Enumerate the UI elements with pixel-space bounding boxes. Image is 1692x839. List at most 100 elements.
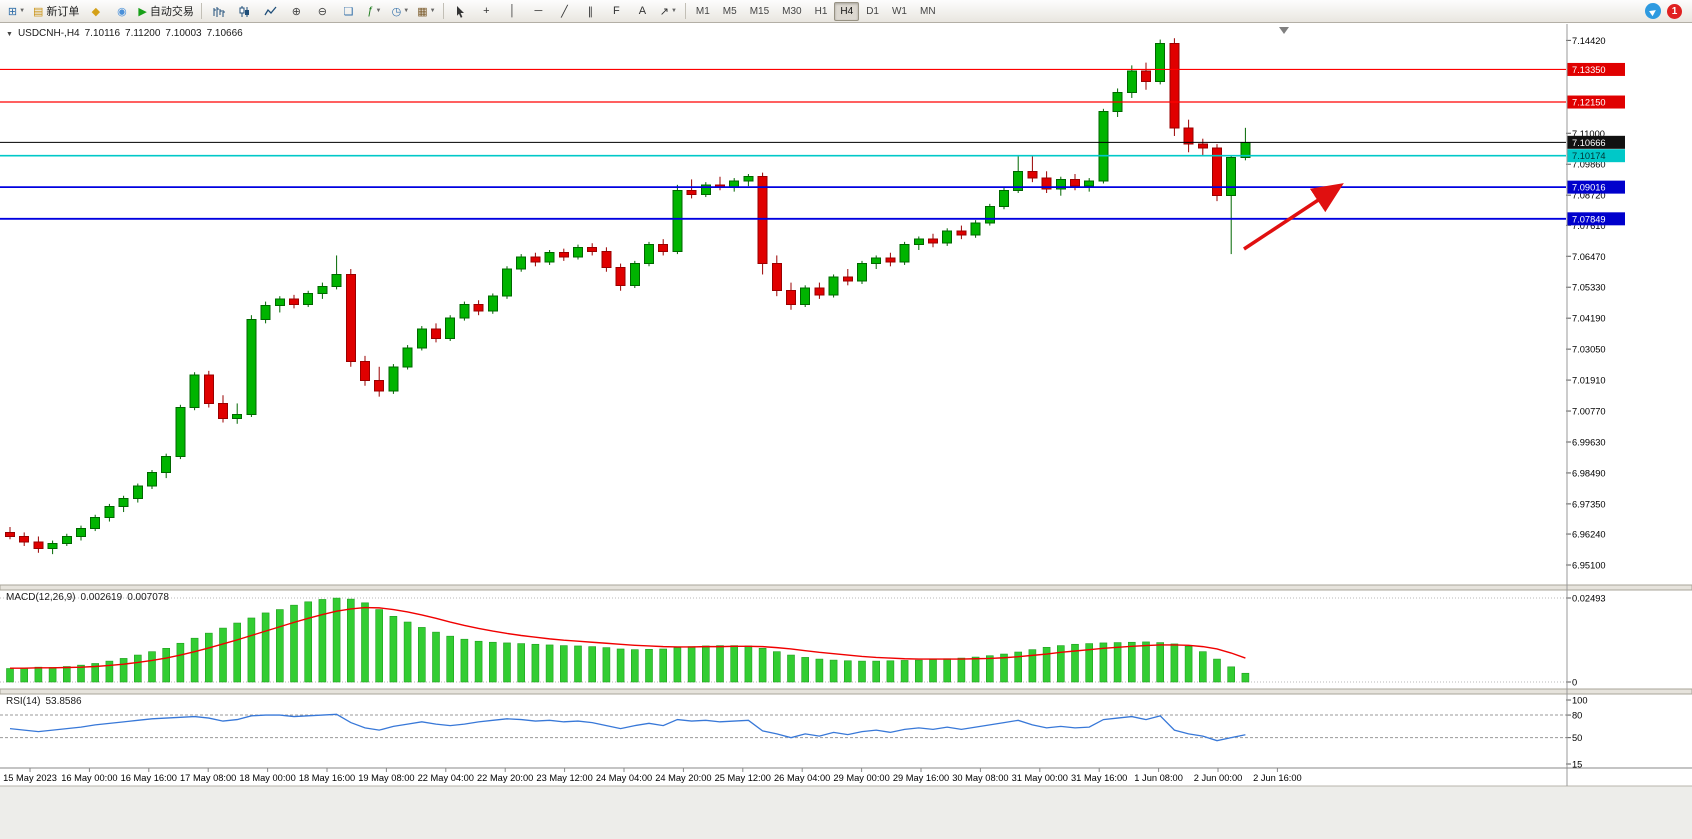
svg-text:26 May 04:00: 26 May 04:00 <box>774 773 830 783</box>
svg-text:30 May 08:00: 30 May 08:00 <box>952 773 1008 783</box>
rsi-name: RSI(14) <box>6 696 41 707</box>
text-button[interactable]: A <box>638 5 647 17</box>
timeframe-m1-button[interactable]: M1 <box>695 5 710 17</box>
macd-main-value: 0.002619 <box>80 592 123 603</box>
svg-text:24 May 20:00: 24 May 20:00 <box>655 773 711 783</box>
svg-text:7.07610: 7.07610 <box>1572 221 1606 231</box>
svg-text:7.10174: 7.10174 <box>1572 151 1606 161</box>
line-chart-button[interactable] <box>258 1 283 22</box>
macd-indicator-label: MACD(12,26,9) 0.002619 0.007078 <box>6 592 174 603</box>
svg-text:18 May 00:00: 18 May 00:00 <box>239 773 295 783</box>
svg-text:7.03050: 7.03050 <box>1572 345 1606 355</box>
high-value: 7.11200 <box>125 28 161 39</box>
candlestick-chart-button[interactable] <box>232 1 257 22</box>
timeframe-w1-button[interactable]: W1 <box>891 5 907 17</box>
svg-text:22 May 04:00: 22 May 04:00 <box>418 773 474 783</box>
arrows-button[interactable]: ↗ ▼ <box>659 5 677 18</box>
bar-chart-button[interactable] <box>206 1 231 22</box>
svg-text:29 May 16:00: 29 May 16:00 <box>893 773 949 783</box>
tile-windows-button[interactable]: ❏ <box>343 5 354 18</box>
templates-button[interactable]: ▦ ▼ <box>417 5 436 18</box>
mql5-market-button[interactable]: ◆ <box>91 5 101 18</box>
rsi-indicator-label: RSI(14) 53.8586 <box>6 696 87 707</box>
toolbar-separator <box>200 3 202 19</box>
svg-text:16 May 16:00: 16 May 16:00 <box>121 773 177 783</box>
svg-text:2 Jun 16:00: 2 Jun 16:00 <box>1253 773 1302 783</box>
dropdown-caret-icon: ▼ <box>19 8 26 14</box>
timeframe-mn-button[interactable]: MN <box>919 5 936 17</box>
svg-text:50: 50 <box>1572 733 1582 743</box>
svg-text:2 Jun 00:00: 2 Jun 00:00 <box>1194 773 1243 783</box>
svg-text:1 Jun 08:00: 1 Jun 08:00 <box>1134 773 1183 783</box>
close-value: 7.10666 <box>206 28 243 39</box>
svg-text:80: 80 <box>1572 711 1582 721</box>
dropdown-caret-icon: ▼ <box>429 8 436 14</box>
timeframes-button[interactable]: ◷ ▼ <box>391 5 410 18</box>
svg-text:7.14420: 7.14420 <box>1572 36 1606 46</box>
svg-text:22 May 20:00: 22 May 20:00 <box>477 773 533 783</box>
svg-text:7.06470: 7.06470 <box>1572 252 1606 262</box>
svg-text:100: 100 <box>1572 696 1588 706</box>
svg-text:7.00770: 7.00770 <box>1572 407 1606 417</box>
notification-badge[interactable]: 1 <box>1667 3 1682 19</box>
svg-text:7.09860: 7.09860 <box>1572 160 1606 170</box>
svg-text:7.05330: 7.05330 <box>1572 283 1606 293</box>
macd-name: MACD(12,26,9) <box>6 592 76 603</box>
toolbar-separator <box>684 3 686 19</box>
open-value: 7.10116 <box>84 28 121 39</box>
svg-text:18 May 16:00: 18 May 16:00 <box>299 773 355 783</box>
community-button[interactable]: ◉ <box>117 5 127 18</box>
svg-text:31 May 16:00: 31 May 16:00 <box>1071 773 1127 783</box>
crosshair-button[interactable]: + <box>483 5 490 17</box>
svg-text:24 May 04:00: 24 May 04:00 <box>596 773 652 783</box>
chevron-down-icon[interactable]: ▼ <box>6 31 13 38</box>
toolbar: ⊞ ▼ ▤ 新订单 ◆ ◉ ▶ 自动交易 ⊕ ⊖ ❏ ƒ ▼ ◷ ▼ ▦ ▼ + │ ─ ╱ ∥ F A ↗ ▼ M1 M5 M15 M3… <box>0 0 1692 23</box>
svg-text:17 May 08:00: 17 May 08:00 <box>180 773 236 783</box>
svg-text:6.99630: 6.99630 <box>1572 437 1606 447</box>
fibonacci-button[interactable]: F <box>613 5 620 17</box>
svg-text:6.98490: 6.98490 <box>1572 468 1606 478</box>
timeframe-h4-button[interactable]: H4 <box>834 1 860 21</box>
trendline-button[interactable]: ╱ <box>561 5 568 18</box>
autotrading-button[interactable]: ▶ 自动交易 <box>138 5 194 19</box>
svg-text:7.10666: 7.10666 <box>1572 138 1606 148</box>
svg-text:0: 0 <box>1572 678 1577 688</box>
horizontal-line-button[interactable]: ─ <box>534 5 543 17</box>
svg-text:7.09016: 7.09016 <box>1572 183 1606 193</box>
vertical-line-button[interactable]: │ <box>508 5 516 17</box>
timeframe-m15-button[interactable]: M15 <box>749 5 770 17</box>
svg-text:6.97350: 6.97350 <box>1572 499 1606 509</box>
timeframe-h1-button[interactable]: H1 <box>814 5 828 17</box>
svg-text:7.12150: 7.12150 <box>1572 98 1606 108</box>
symbol-period-label: USDCNH-,H4 <box>17 28 80 39</box>
svg-text:16 May 00:00: 16 May 00:00 <box>61 773 117 783</box>
timeframe-m5-button[interactable]: M5 <box>722 5 737 17</box>
indicators-button[interactable]: ƒ ▼ <box>367 5 382 17</box>
dropdown-caret-icon: ▼ <box>375 8 382 14</box>
svg-text:7.13350: 7.13350 <box>1572 65 1606 75</box>
cursor-button[interactable] <box>448 1 473 22</box>
zoom-out-button[interactable]: ⊖ <box>317 5 327 18</box>
rsi-value: 53.8586 <box>45 696 82 707</box>
svg-text:6.95100: 6.95100 <box>1572 560 1606 570</box>
new-chart-button[interactable]: ⊞ ▼ <box>7 5 26 18</box>
svg-text:15 May 2023: 15 May 2023 <box>3 773 57 783</box>
svg-text:25 May 12:00: 25 May 12:00 <box>715 773 771 783</box>
community-icon[interactable]: ▶ <box>1645 3 1661 19</box>
zoom-in-button[interactable]: ⊕ <box>291 5 301 18</box>
svg-text:7.01910: 7.01910 <box>1572 376 1606 386</box>
toolbar-separator <box>442 3 444 19</box>
svg-text:6.96240: 6.96240 <box>1572 530 1606 540</box>
timeframe-d1-button[interactable]: D1 <box>866 5 879 17</box>
macd-signal-value: 0.007078 <box>127 592 169 603</box>
timeframe-m30-button[interactable]: M30 <box>782 5 802 17</box>
svg-text:15: 15 <box>1572 760 1582 770</box>
equidistant-channel-button[interactable]: ∥ <box>587 5 594 18</box>
svg-text:23 May 12:00: 23 May 12:00 <box>536 773 592 783</box>
new-order-button[interactable]: ▤ 新订单 <box>33 5 80 19</box>
low-value: 7.10003 <box>165 28 202 39</box>
svg-text:29 May 00:00: 29 May 00:00 <box>833 773 889 783</box>
svg-text:7.11000: 7.11000 <box>1572 129 1605 139</box>
